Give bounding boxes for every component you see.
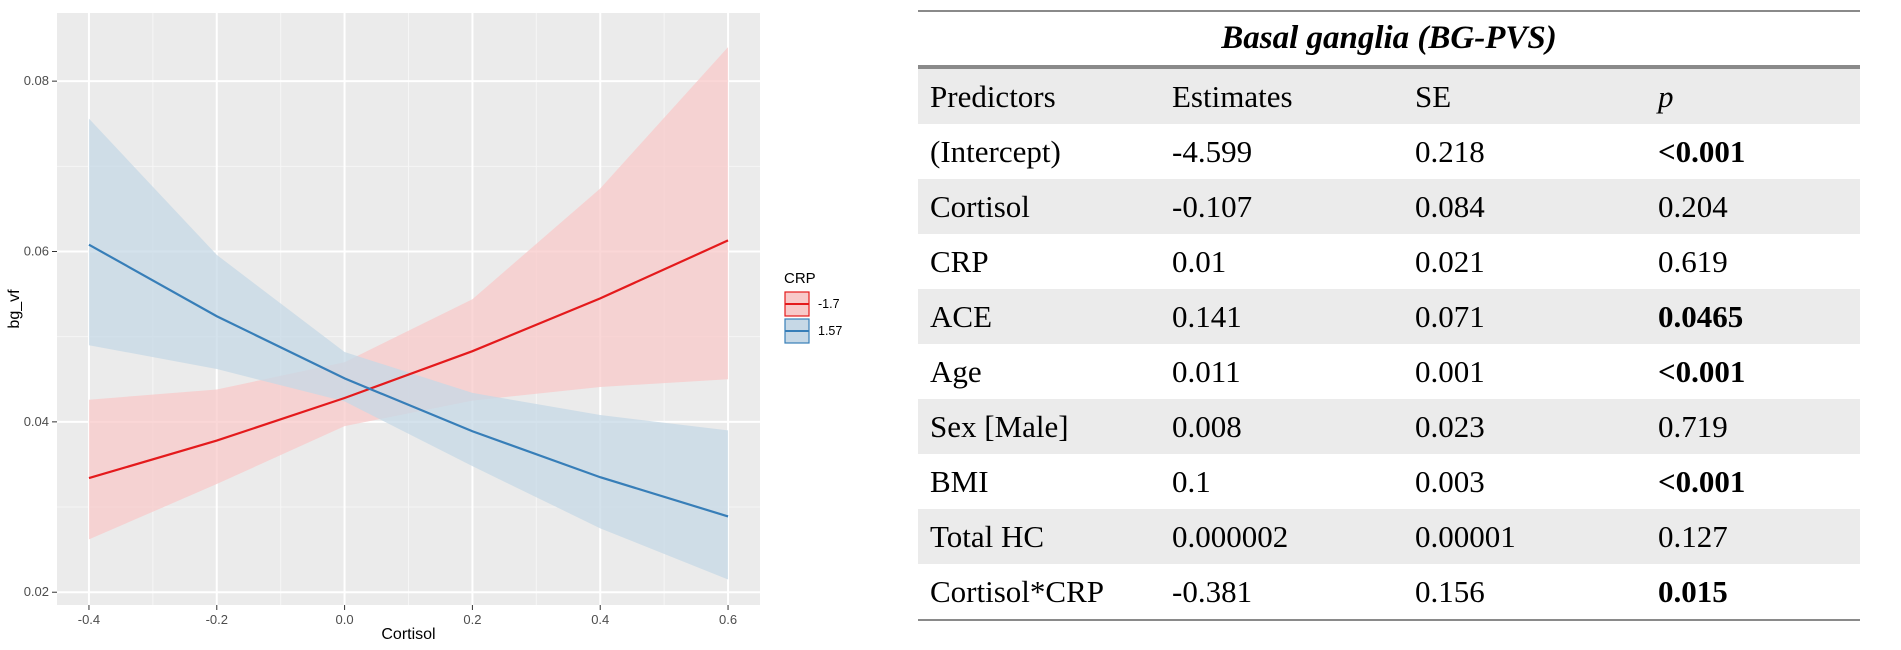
x-tick-label: 0.4	[591, 612, 609, 627]
p-value-cell: 0.204	[1658, 188, 1728, 224]
estimate-cell: 0.011	[1172, 353, 1241, 389]
confidence-ribbons	[88, 47, 729, 580]
x-tick-label: 0.0	[336, 612, 354, 627]
estimate-cell: 0.01	[1172, 243, 1227, 279]
p-value-cell: <0.001	[1658, 133, 1746, 169]
y-axis-title: bg_vf	[6, 289, 23, 329]
se-cell: 0.003	[1415, 463, 1485, 499]
table-row: CRP 0.01 0.021 0.619	[918, 234, 1860, 289]
p-value-cell: 0.127	[1658, 518, 1728, 554]
header-se: SE	[1415, 78, 1452, 114]
p-value-cell: 0.619	[1658, 243, 1728, 279]
legend-key-crp-pos: 1.57	[784, 318, 842, 344]
header-predictors: Predictors	[930, 78, 1056, 114]
x-axis: -0.4 -0.2 0.0 0.2 0.4 0.6	[78, 605, 737, 627]
series-lines	[88, 239, 729, 518]
legend-label: -1.7	[818, 297, 840, 311]
legend: CRP -1.7 1.57	[784, 270, 842, 344]
estimate-cell: -0.381	[1172, 573, 1253, 609]
table-row: Cortisol -0.107 0.084 0.204	[918, 179, 1860, 234]
legend-key-crp-neg: -1.7	[784, 291, 840, 317]
predictor-cell: (Intercept)	[930, 133, 1061, 169]
predictor-cell: Age	[930, 353, 982, 389]
header-p: p	[1658, 78, 1674, 114]
estimate-cell: -4.599	[1172, 133, 1253, 169]
p-value-cell: 0.015	[1658, 573, 1728, 609]
predictor-cell: Sex [Male]	[930, 408, 1069, 444]
se-cell: 0.021	[1415, 243, 1485, 279]
predictor-cell: BMI	[930, 463, 989, 499]
predictor-cell: Cortisol*CRP	[930, 573, 1104, 609]
x-tick-label: 0.6	[719, 612, 737, 627]
predictor-cell: CRP	[930, 243, 989, 279]
confidence-band-crp-pos	[88, 118, 729, 580]
table-row: Sex [Male] 0.008 0.023 0.719	[918, 399, 1860, 454]
se-cell: 0.156	[1415, 573, 1485, 609]
table-title: Basal ganglia (BG-PVS)	[918, 10, 1860, 67]
x-tick-label: -0.4	[78, 612, 100, 627]
estimate-cell: 0.141	[1172, 298, 1242, 334]
estimate-cell: -0.107	[1172, 188, 1253, 224]
legend-label: 1.57	[818, 324, 842, 338]
y-tick-label: 0.04	[24, 414, 49, 429]
table-header-row: Predictors Estimates SE p	[918, 68, 1860, 124]
predictor-cell: Total HC	[930, 518, 1045, 554]
confidence-band-crp-neg	[88, 47, 729, 540]
estimate-cell: 0.1	[1172, 463, 1211, 499]
p-value-cell: <0.001	[1658, 463, 1746, 499]
table-row: ACE 0.141 0.071 0.0465	[918, 289, 1860, 344]
predictor-cell: ACE	[930, 298, 992, 334]
table-row: (Intercept) -4.599 0.218 <0.001	[918, 124, 1860, 179]
se-cell: 0.218	[1415, 133, 1485, 169]
p-value-cell: <0.001	[1658, 353, 1746, 389]
y-axis: 0.02 0.04 0.06 0.08	[24, 73, 57, 599]
y-tick-label: 0.02	[24, 584, 49, 599]
interaction-plot: -0.4 -0.2 0.0 0.2 0.4 0.6 0.02 0.04 0.06 0.08 Co…	[6, 13, 842, 643]
x-tick-label: -0.2	[206, 612, 228, 627]
table-row: BMI 0.1 0.003 <0.001	[918, 454, 1860, 509]
x-tick-label: 0.2	[463, 612, 481, 627]
table-row: Cortisol*CRP -0.381 0.156 0.015	[918, 564, 1860, 620]
y-tick-label: 0.06	[24, 244, 49, 259]
series-line-crp-neg	[88, 239, 729, 480]
regression-table: Basal ganglia (BG-PVS) Predictors Estima…	[918, 10, 1860, 621]
se-cell: 0.071	[1415, 298, 1485, 334]
p-value-cell: 0.0465	[1658, 298, 1744, 334]
series-line-crp-pos	[88, 243, 729, 518]
predictor-cell: Cortisol	[930, 188, 1030, 224]
estimate-cell: 0.008	[1172, 408, 1242, 444]
legend-title: CRP	[784, 270, 816, 287]
table-row: Age 0.011 0.001 <0.001	[918, 344, 1860, 399]
se-cell: 0.001	[1415, 353, 1485, 389]
se-cell: 0.00001	[1415, 518, 1516, 554]
se-cell: 0.023	[1415, 408, 1485, 444]
header-estimates: Estimates	[1172, 78, 1293, 114]
estimate-cell: 0.000002	[1172, 518, 1289, 554]
x-axis-title: Cortisol	[381, 626, 435, 643]
table-row: Total HC 0.000002 0.00001 0.127	[918, 509, 1860, 564]
y-tick-label: 0.08	[24, 73, 49, 88]
se-cell: 0.084	[1415, 188, 1485, 224]
p-value-cell: 0.719	[1658, 408, 1728, 444]
